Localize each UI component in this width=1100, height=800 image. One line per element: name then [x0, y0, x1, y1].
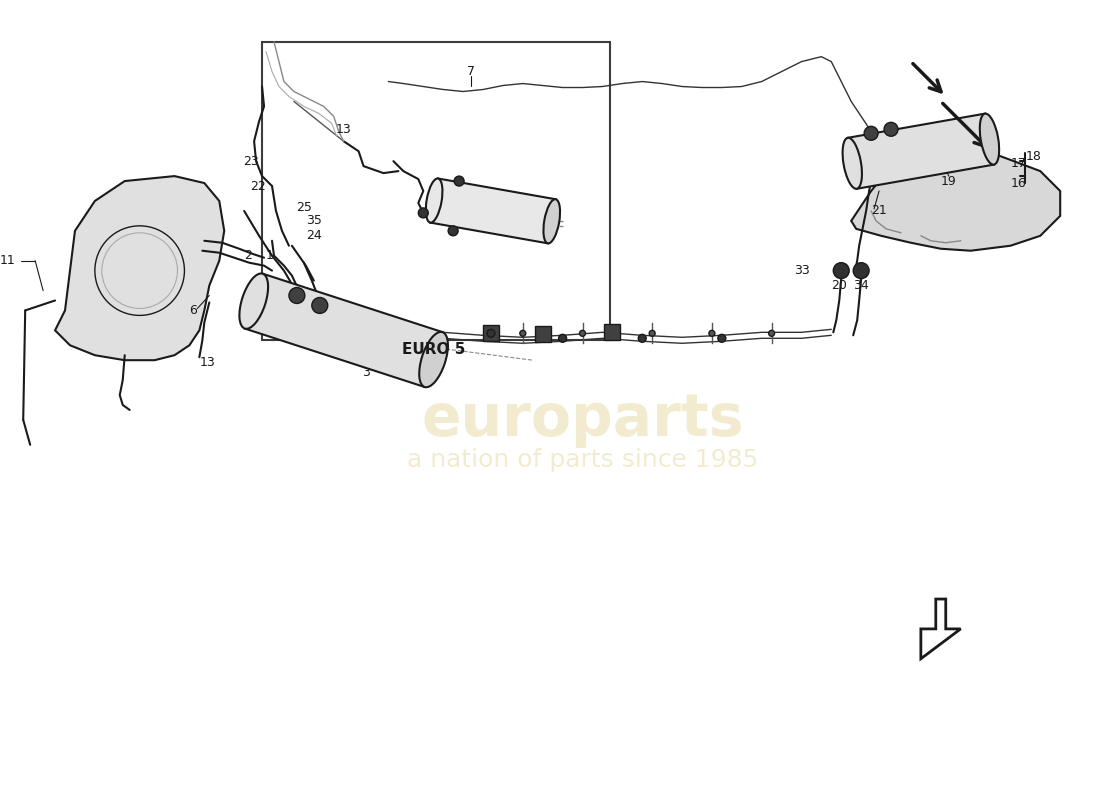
- Ellipse shape: [419, 332, 448, 387]
- Text: 25: 25: [296, 202, 311, 214]
- Text: 33: 33: [794, 264, 810, 277]
- Ellipse shape: [426, 178, 442, 222]
- Circle shape: [520, 330, 526, 336]
- Text: 21: 21: [871, 205, 887, 218]
- Circle shape: [834, 262, 849, 278]
- Circle shape: [708, 330, 715, 336]
- Text: 1: 1: [266, 249, 274, 262]
- Text: 7: 7: [468, 65, 475, 78]
- Circle shape: [289, 287, 305, 303]
- Text: EURO 5: EURO 5: [402, 342, 465, 358]
- Text: 3: 3: [362, 366, 370, 378]
- Text: 4: 4: [407, 364, 416, 377]
- Text: a nation of parts since 1985: a nation of parts since 1985: [407, 448, 758, 472]
- Text: 22: 22: [251, 179, 266, 193]
- Text: 18: 18: [1025, 150, 1042, 162]
- Bar: [848, 114, 994, 189]
- Bar: [262, 42, 610, 340]
- Circle shape: [718, 334, 726, 342]
- Circle shape: [454, 176, 464, 186]
- Circle shape: [769, 330, 774, 336]
- Circle shape: [638, 334, 646, 342]
- Ellipse shape: [543, 199, 560, 243]
- Circle shape: [487, 330, 495, 338]
- Bar: [245, 274, 442, 387]
- Text: 5: 5: [290, 329, 299, 342]
- Text: 15: 15: [535, 227, 551, 240]
- Circle shape: [418, 208, 428, 218]
- Text: 11: 11: [0, 254, 15, 267]
- Ellipse shape: [240, 274, 268, 329]
- Circle shape: [580, 330, 585, 336]
- Text: 23: 23: [243, 154, 260, 168]
- Text: 34: 34: [854, 279, 869, 292]
- Ellipse shape: [843, 138, 862, 189]
- Text: 24: 24: [306, 230, 321, 242]
- Text: 35: 35: [306, 214, 321, 227]
- Polygon shape: [921, 599, 960, 658]
- Circle shape: [884, 122, 898, 136]
- Bar: [262, 42, 610, 340]
- Circle shape: [865, 126, 878, 140]
- Bar: [535, 326, 551, 342]
- Circle shape: [649, 330, 656, 336]
- Circle shape: [854, 262, 869, 278]
- Polygon shape: [851, 151, 1060, 250]
- Circle shape: [311, 298, 328, 314]
- Text: europarts: europarts: [421, 391, 744, 449]
- Text: 6: 6: [189, 304, 197, 317]
- Text: 20: 20: [832, 279, 847, 292]
- Text: 16: 16: [1011, 177, 1026, 190]
- Bar: [483, 326, 499, 342]
- Ellipse shape: [980, 114, 999, 165]
- Text: 19: 19: [940, 174, 957, 187]
- Text: 2: 2: [244, 249, 252, 262]
- Text: 13: 13: [336, 123, 352, 136]
- Circle shape: [559, 334, 566, 342]
- Text: 13: 13: [199, 356, 216, 369]
- Text: 17: 17: [1011, 157, 1026, 170]
- Bar: [430, 178, 556, 243]
- Bar: [604, 324, 620, 340]
- Polygon shape: [55, 176, 224, 360]
- Circle shape: [448, 226, 458, 236]
